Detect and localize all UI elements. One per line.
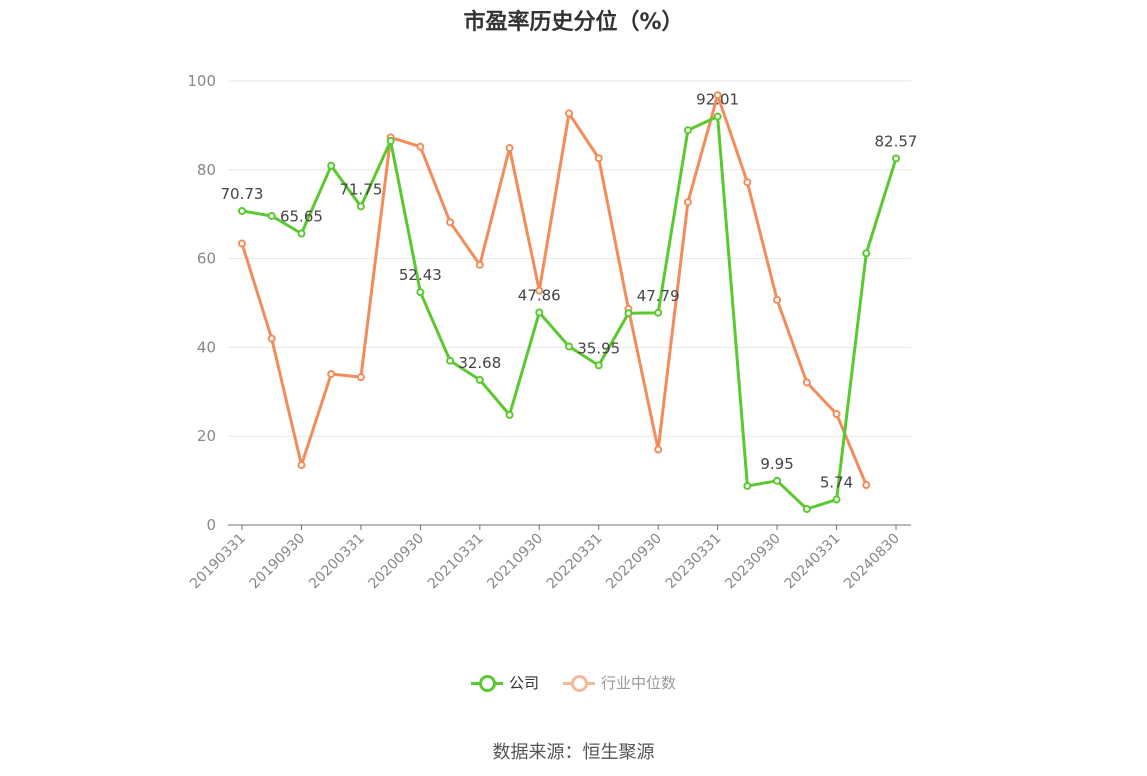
data-label: 32.68 <box>458 354 501 372</box>
legend: 公司 行业中位数 <box>0 672 1147 693</box>
data-point-company[interactable] <box>297 229 306 238</box>
y-axis: 0 20 40 60 80 100 <box>187 72 216 534</box>
legend-company-marker-icon <box>470 674 503 692</box>
series-line-company <box>241 114 898 511</box>
data-point-company[interactable] <box>386 136 395 145</box>
data-point-company[interactable] <box>743 481 752 490</box>
data-point-company[interactable] <box>832 495 841 504</box>
data-point-industry[interactable] <box>862 481 871 490</box>
legend-industry-marker-icon <box>563 674 595 692</box>
data-point-company[interactable] <box>683 126 692 135</box>
data-point-company[interactable] <box>713 112 722 121</box>
data-label: 70.73 <box>221 185 264 203</box>
x-tick-label: 20190930 <box>247 531 309 593</box>
data-label: 9.95 <box>760 455 793 473</box>
data-point-industry[interactable] <box>267 334 276 343</box>
data-point-company[interactable] <box>505 410 514 419</box>
data-point-company[interactable] <box>892 154 900 163</box>
data-point-company[interactable] <box>535 308 544 317</box>
data-point-industry[interactable] <box>475 260 484 269</box>
x-tick-label: 20210930 <box>484 531 546 593</box>
data-point-industry[interactable] <box>683 198 692 207</box>
data-point-company[interactable] <box>862 249 871 258</box>
data-label: 52.43 <box>399 266 442 284</box>
data-point-industry[interactable] <box>832 410 841 418</box>
x-tick-label: 20220930 <box>603 531 665 593</box>
y-tick-label: 0 <box>206 516 216 534</box>
data-labels: 70.73 65.65 71.75 52.43 32.68 47.86 35.95 47.79… <box>221 90 918 491</box>
data-point-industry[interactable] <box>505 144 514 153</box>
x-tick-label: 20190331 <box>187 531 249 593</box>
data-point-company[interactable] <box>802 505 811 514</box>
data-point-company[interactable] <box>475 375 484 384</box>
data-source: 数据来源：恒生聚源 <box>492 742 655 763</box>
data-label: 71.75 <box>339 180 382 198</box>
data-point-industry[interactable] <box>327 370 336 379</box>
x-tick-label: 20240331 <box>782 531 844 593</box>
data-label: 5.74 <box>820 474 853 492</box>
data-point-company[interactable] <box>773 476 782 485</box>
data-point-industry[interactable] <box>238 239 246 248</box>
data-point-company[interactable] <box>654 308 663 317</box>
x-tick-label: 20200331 <box>306 531 368 593</box>
legend-item-industry[interactable]: 行业中位数 <box>563 672 676 693</box>
x-axis: 2019033120190930202003312020093020210331… <box>187 524 911 593</box>
data-point-industry[interactable] <box>297 461 306 470</box>
chart-title: 市盈率历史分位（%） <box>463 10 684 35</box>
data-point-industry[interactable] <box>565 109 573 118</box>
data-label: 82.57 <box>875 132 918 150</box>
legend-item-company[interactable]: 公司 <box>470 672 539 693</box>
data-point-industry[interactable] <box>416 142 425 151</box>
data-label: 47.79 <box>637 287 680 305</box>
data-label: 65.65 <box>280 208 323 226</box>
series-line-industry <box>240 93 868 486</box>
x-tick-label: 20200930 <box>365 531 427 593</box>
x-tick-label: 20220331 <box>544 531 606 593</box>
data-label: 47.86 <box>518 287 561 305</box>
data-point-company[interactable] <box>416 288 425 297</box>
data-point-industry[interactable] <box>654 445 663 454</box>
data-point-industry[interactable] <box>773 295 782 304</box>
data-point-company[interactable] <box>594 361 603 370</box>
data-point-company[interactable] <box>565 342 573 351</box>
data-point-company[interactable] <box>267 211 276 220</box>
data-point-company[interactable] <box>446 356 455 365</box>
data-point-company[interactable] <box>327 161 336 170</box>
data-point-industry[interactable] <box>356 373 365 382</box>
data-point-industry[interactable] <box>446 218 455 227</box>
data-point-industry[interactable] <box>713 91 722 100</box>
y-tick-label: 100 <box>187 72 216 90</box>
data-point-industry[interactable] <box>802 378 811 387</box>
x-tick-label: 20230331 <box>663 531 725 593</box>
data-label: 35.95 <box>577 339 620 357</box>
data-point-company[interactable] <box>624 309 633 318</box>
data-point-industry[interactable] <box>535 286 544 295</box>
legend-company-label: 公司 <box>508 674 539 692</box>
data-point-industry[interactable] <box>743 178 752 187</box>
data-label: 92.01 <box>696 90 739 108</box>
series-layer <box>238 91 900 514</box>
y-tick-label: 60 <box>197 250 216 268</box>
x-tick-label: 20240830 <box>841 531 903 593</box>
data-point-company[interactable] <box>238 206 246 215</box>
x-tick-label: 20230930 <box>722 531 784 593</box>
y-tick-label: 80 <box>197 161 216 179</box>
legend-industry-label: 行业中位数 <box>601 674 677 692</box>
x-tick-label: 20210331 <box>425 531 487 593</box>
y-tick-label: 20 <box>197 427 216 445</box>
y-tick-label: 40 <box>197 338 216 356</box>
data-point-industry[interactable] <box>594 154 603 163</box>
data-point-company[interactable] <box>356 202 365 211</box>
